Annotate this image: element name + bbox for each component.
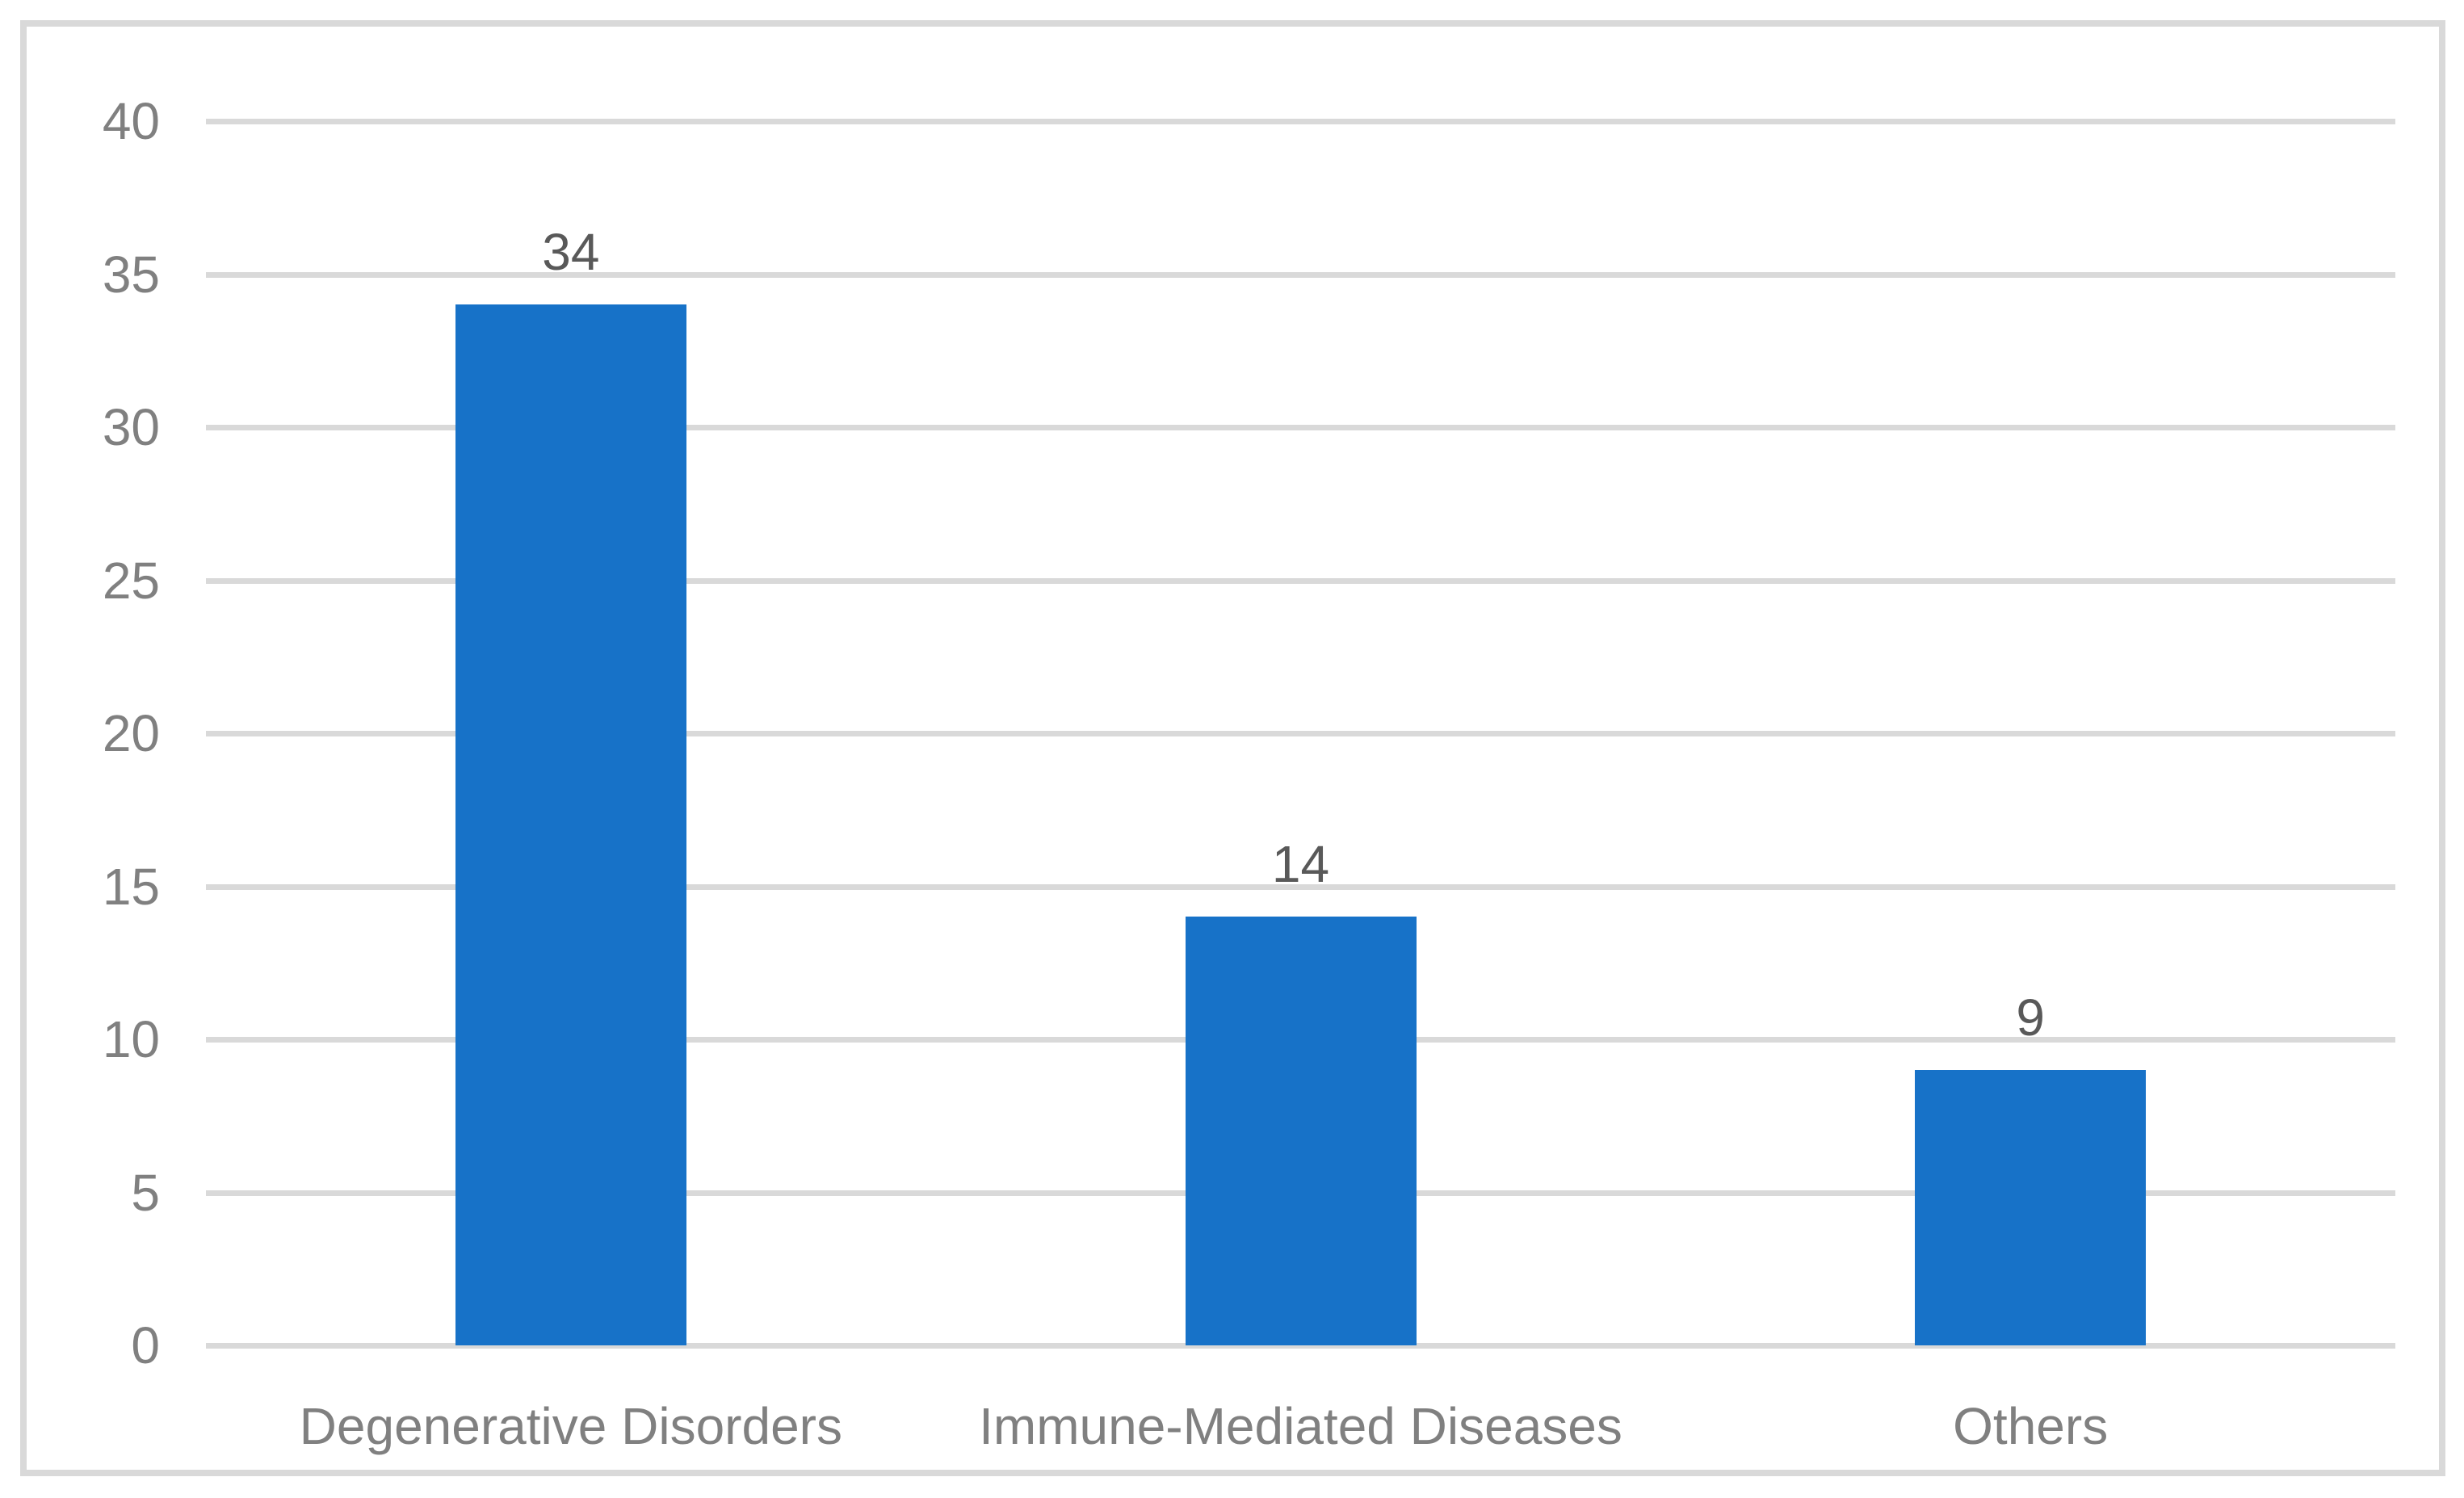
gridline-y-20 [206,731,2395,736]
y-tick-label: 25 [102,551,160,610]
bar-value-label: 34 [542,223,600,282]
gridline-y-35 [206,271,2395,278]
x-category-label: Others [1953,1397,2109,1455]
bar-value-label: 9 [2016,988,2045,1047]
x-category-label: Immune-Mediated Diseases [979,1397,1622,1455]
y-tick-label: 35 [102,245,160,304]
bar-chart: 34 14 9 [206,119,2395,1349]
bar-1 [455,304,686,1345]
y-tick-label: 10 [102,1010,160,1068]
gridline-y-30 [206,425,2395,430]
gridline-y-40 [206,119,2395,124]
bar-value-label: 14 [1271,835,1330,894]
gridline-y-0 [206,1343,2395,1349]
bar-3 [1915,1069,2147,1345]
x-category-label: Degenerative Disorders [299,1397,842,1455]
y-tick-label: 30 [102,398,160,456]
y-tick-label: 40 [102,92,160,150]
gridline-y-25 [206,577,2395,584]
y-tick-label: 20 [102,704,160,762]
y-tick-label: 15 [102,857,160,916]
bar-2 [1185,917,1417,1345]
gridline-y-15 [206,883,2395,890]
y-tick-label: 0 [131,1316,160,1374]
y-tick-label: 5 [131,1163,160,1222]
chart-frame: 34 14 9 0 5 10 15 20 25 30 35 40 Degenerative Diso… [20,20,2445,1476]
